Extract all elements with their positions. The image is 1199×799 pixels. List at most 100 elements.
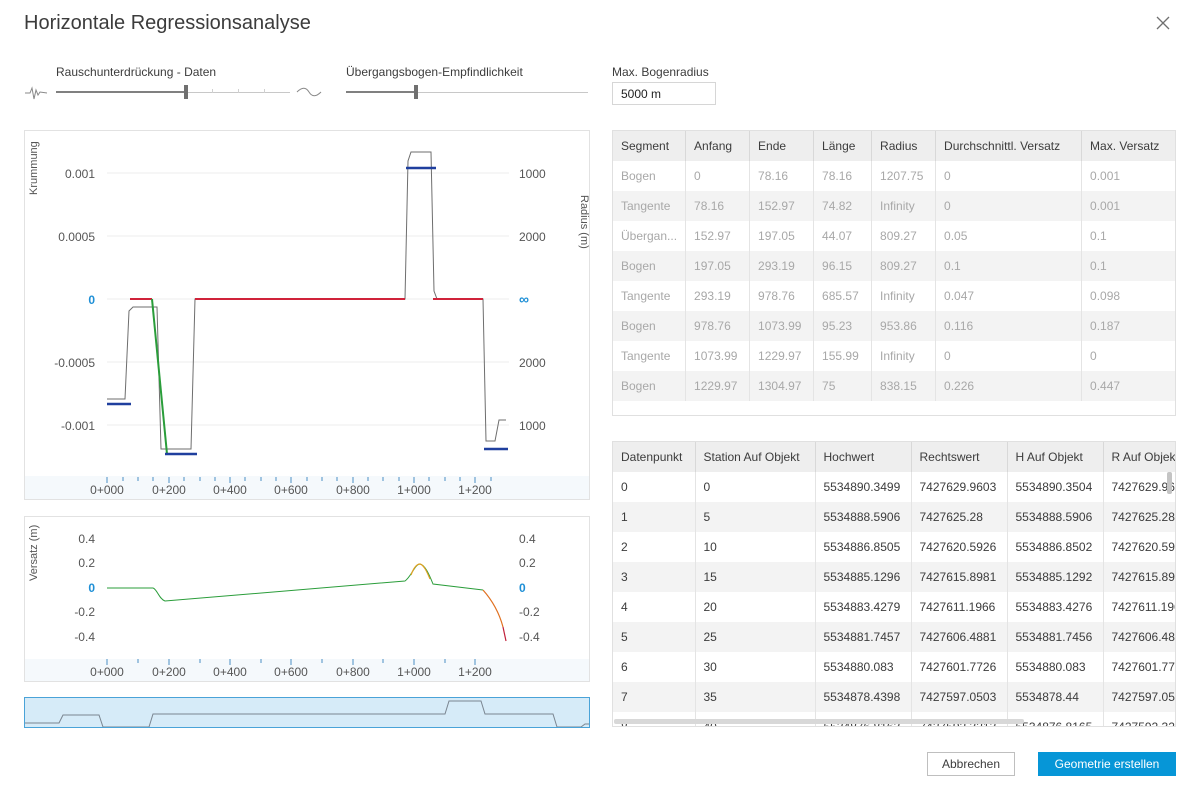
column-header[interactable]: Ende [749, 131, 815, 161]
y-tick-zero: 0 [88, 293, 95, 307]
table-horizontal-scrollbar[interactable] [614, 719, 1024, 724]
table-cell: 155.99 [813, 341, 873, 371]
table-cell: 7427597.0503 [911, 682, 1008, 712]
table-cell: 1073.99 [749, 311, 815, 341]
y-tick: 0.4 [78, 532, 95, 546]
table-cell: 152.97 [749, 191, 815, 221]
column-header[interactable]: Radius [871, 131, 937, 161]
table-cell: 5534886.8502 [1007, 532, 1104, 562]
table-cell: Bogen [613, 161, 687, 191]
y-tick-right-zero: 0 [519, 581, 526, 595]
max-radius-input[interactable]: 5000 m [612, 82, 716, 105]
curvature-chart[interactable]: Krummung Radius (m) 0.001 0.0005 0 -0.00… [24, 130, 590, 500]
column-header[interactable]: Max. Versatz [1081, 131, 1175, 161]
table-row[interactable]: Tangente 293.19 978.76 685.57 Infinity 0.047 0… [613, 281, 1175, 311]
column-header[interactable]: Anfang [685, 131, 751, 161]
table-cell: 809.27 [871, 251, 937, 281]
table-cell: 74.82 [813, 191, 873, 221]
table-cell: 3 [613, 562, 696, 592]
max-radius-label: Max. Bogenradius [612, 65, 709, 79]
table-cell: 0.1 [935, 251, 1083, 281]
x-tick: 1+000 [397, 483, 431, 497]
data-points-table[interactable]: Datenpunkt Station Auf Objekt Hochwert Rech… [612, 441, 1176, 727]
table-row[interactable]: 2 10 5534886.8505 7427620.5926 5534886.8502 7… [613, 532, 1175, 562]
transition-slider-label: Übergangsbogen-Empfindlichkeit [346, 65, 523, 79]
curvature-data-line [107, 151, 506, 450]
table-cell: 78.16 [749, 161, 815, 191]
y-tick-right: 0.2 [519, 556, 536, 570]
table-cell: 0 [613, 472, 696, 502]
table-cell: 7427620.5926 [911, 532, 1008, 562]
table-row[interactable]: Bogen 1229.97 1304.97 75 838.15 0.226 0.447 [613, 371, 1175, 401]
table-cell: 5534883.4276 [1007, 592, 1104, 622]
table-cell: 197.05 [685, 251, 751, 281]
column-header[interactable]: Rechtswert [911, 442, 1008, 472]
table-row[interactable]: Bogen 197.05 293.19 96.15 809.27 0.1 0.1 [613, 251, 1175, 281]
table-row[interactable]: 0 0 5534890.3499 7427629.9603 5534890.3504 74… [613, 472, 1175, 502]
table-cell: 7427611.1966 [1103, 592, 1175, 622]
noise-slider-thumb[interactable] [184, 85, 188, 99]
table-cell: 1229.97 [749, 341, 815, 371]
table-cell: 0.047 [935, 281, 1083, 311]
table-cell: Bogen [613, 251, 687, 281]
table-cell: 35 [695, 682, 816, 712]
column-header[interactable]: Durchschnittl. Versatz [935, 131, 1083, 161]
offset-chart[interactable]: Versatz (m) 0.4 0.2 0 -0.2 -0.4 0.4 0.2 … [24, 516, 590, 682]
table-cell: 1073.99 [685, 341, 751, 371]
table-cell: 78.16 [685, 191, 751, 221]
table-cell: 5534881.7456 [1007, 622, 1104, 652]
table-cell: 0 [935, 341, 1083, 371]
table-cell: 7427625.28 [911, 502, 1008, 532]
x-tick: 0+200 [152, 665, 186, 679]
offset-curve [107, 563, 484, 602]
table-cell: 5534888.5906 [1007, 502, 1104, 532]
table-cell: 20 [695, 592, 816, 622]
table-vertical-scrollbar[interactable] [1167, 472, 1172, 494]
table-row[interactable]: 4 20 5534883.4279 7427611.1966 5534883.4276 7… [613, 592, 1175, 622]
y-tick: -0.2 [74, 605, 95, 619]
overview-navigator[interactable] [24, 697, 590, 728]
table-cell: 25 [695, 622, 816, 652]
table-cell: 7427601.7726 [1103, 652, 1175, 682]
table-row[interactable]: 6 30 5534880.083 7427601.7726 5534880.083 742… [613, 652, 1175, 682]
table-row[interactable]: 5 25 5534881.7457 7427606.4881 5534881.7456 7… [613, 622, 1175, 652]
table-cell: 978.76 [685, 311, 751, 341]
cancel-button[interactable]: Abbrechen [927, 752, 1015, 776]
y-tick: 0.2 [78, 556, 95, 570]
column-header[interactable]: R Auf Objekt [1103, 442, 1175, 472]
table-cell: 7 [613, 682, 696, 712]
column-header[interactable]: Station Auf Objekt [695, 442, 816, 472]
y-tick-right: -0.4 [519, 630, 540, 644]
table-cell: Tangente [613, 281, 687, 311]
column-header[interactable]: Länge [813, 131, 873, 161]
table-cell: Infinity [871, 191, 937, 221]
table-cell: 5 [695, 502, 816, 532]
table-row[interactable]: Übergan... 152.97 197.05 44.07 809.27 0.05 0.1 [613, 221, 1175, 251]
table-cell: Tangente [613, 191, 687, 221]
column-header[interactable]: H Auf Objekt [1007, 442, 1104, 472]
transition-slider-thumb[interactable] [414, 85, 418, 99]
column-header[interactable]: Segment [613, 131, 687, 161]
table-cell: 1207.75 [871, 161, 937, 191]
y-tick: 0.0005 [58, 230, 95, 244]
table-cell: 7427611.1966 [911, 592, 1008, 622]
column-header[interactable]: Hochwert [815, 442, 912, 472]
create-geometry-button[interactable]: Geometrie erstellen [1038, 752, 1176, 776]
table-row[interactable]: Tangente 78.16 152.97 74.82 Infinity 0 0.001 [613, 191, 1175, 221]
table-cell: 809.27 [871, 221, 937, 251]
table-cell: 5534888.5906 [815, 502, 912, 532]
x-tick: 0+200 [152, 483, 186, 497]
table-row[interactable]: 1 5 5534888.5906 7427625.28 5534888.5906 7427… [613, 502, 1175, 532]
table-row[interactable]: 3 15 5534885.1296 7427615.8981 5534885.1292 7… [613, 562, 1175, 592]
close-icon[interactable] [1153, 13, 1173, 33]
table-cell: 0.447 [1081, 371, 1175, 401]
table-cell: 7427601.7726 [911, 652, 1008, 682]
table-row[interactable]: Tangente 1073.99 1229.97 155.99 Infinity 0 0 [613, 341, 1175, 371]
table-cell: 293.19 [749, 251, 815, 281]
curvature-axis-label: Krummung [28, 141, 40, 195]
table-row[interactable]: Bogen 0 78.16 78.16 1207.75 0 0.001 [613, 161, 1175, 191]
table-row[interactable]: 7 35 5534878.4398 7427597.0503 5534878.44 742… [613, 682, 1175, 712]
column-header[interactable]: Datenpunkt [613, 442, 696, 472]
table-row[interactable]: Bogen 978.76 1073.99 95.23 953.86 0.116 0.187 [613, 311, 1175, 341]
segments-table[interactable]: Segment Anfang Ende Länge Radius Durchschnitt… [612, 130, 1176, 416]
